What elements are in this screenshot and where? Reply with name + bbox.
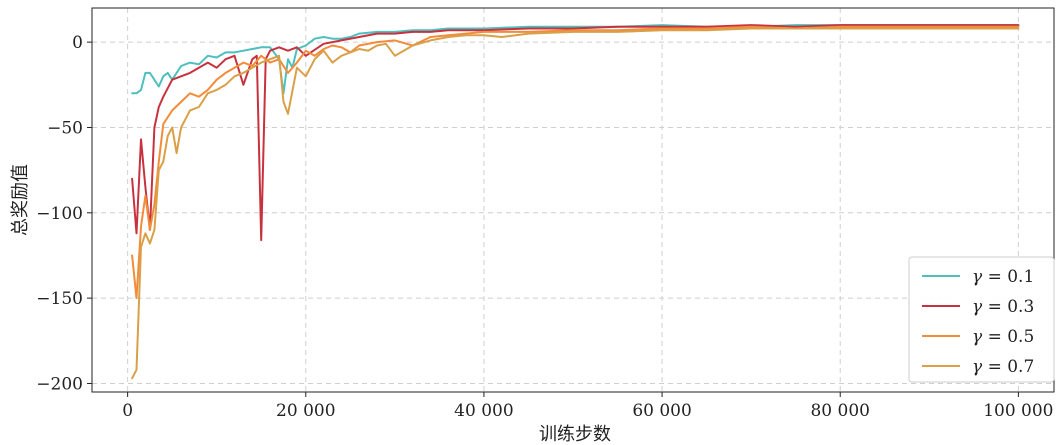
legend-symbol: γ: [972, 357, 983, 377]
legend-label-1: γ = 0.1: [972, 267, 1034, 287]
series-line-3: [131, 25, 1020, 300]
legend-symbol: γ: [972, 327, 983, 347]
x-tick-label: 100 000: [983, 401, 1053, 421]
x-tick-label: 60 000: [632, 401, 691, 421]
legend-equals: =: [982, 357, 1007, 377]
legend-value: 0.1: [1007, 267, 1034, 287]
plot-frame: [91, 7, 1055, 393]
legend-value: 0.5: [1007, 327, 1034, 347]
series-line-4: [131, 27, 1020, 380]
legend-equals: =: [982, 327, 1007, 347]
legend-value: 0.7: [1007, 357, 1034, 377]
series-layer: [131, 24, 1020, 380]
x-tick-label: 80 000: [810, 401, 869, 421]
x-tick-label: 0: [122, 401, 133, 421]
legend-label-4: γ = 0.7: [972, 357, 1034, 377]
y-tick-label: −200: [36, 374, 83, 394]
y-tick-label: −50: [47, 118, 83, 138]
y-tick-label: −100: [36, 204, 83, 224]
legend: γ = 0.1γ = 0.3γ = 0.5γ = 0.7: [908, 256, 1055, 383]
series-line-1: [131, 24, 1020, 95]
legend-label-2: γ = 0.3: [972, 297, 1034, 317]
x-tick-label: 40 000: [454, 401, 513, 421]
series-line-2: [131, 24, 1020, 242]
y-tick-label: 0: [72, 33, 83, 53]
legend-equals: =: [982, 267, 1007, 287]
legend-symbol: γ: [972, 267, 983, 287]
legend-label-3: γ = 0.5: [972, 327, 1034, 347]
grid-lines: [92, 8, 1054, 392]
legend-value: 0.3: [1007, 297, 1034, 317]
y-tick-label: −150: [36, 289, 83, 309]
legend-symbol: γ: [972, 297, 983, 317]
plot-background: [92, 8, 1054, 392]
x-axis-label: 训练步数: [539, 424, 611, 445]
legend-equals: =: [982, 297, 1007, 317]
x-tick-label: 20 000: [276, 401, 335, 421]
legend-box: [908, 256, 1055, 383]
ticks: 0 20 000 40 000 60 000 80 000 100 000 0 −50 −100…: [36, 33, 1053, 421]
y-axis-label: 总奖励值: [10, 164, 31, 236]
